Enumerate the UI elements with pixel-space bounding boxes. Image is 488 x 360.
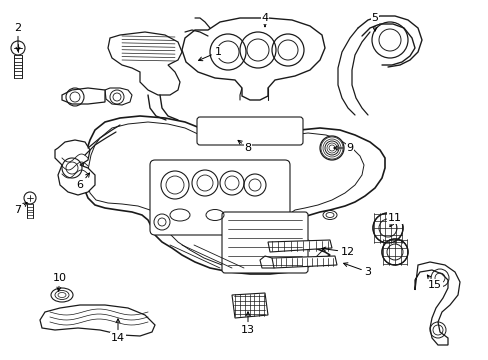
Text: 1: 1 (198, 47, 221, 61)
Polygon shape (414, 262, 459, 345)
Circle shape (381, 239, 407, 265)
Text: 2: 2 (15, 23, 21, 51)
Text: 7: 7 (15, 202, 27, 215)
Circle shape (319, 136, 343, 160)
Text: 12: 12 (321, 247, 354, 257)
Polygon shape (105, 88, 132, 105)
Text: 8: 8 (238, 140, 251, 153)
FancyBboxPatch shape (150, 160, 289, 235)
Text: 4: 4 (261, 13, 268, 27)
FancyBboxPatch shape (197, 117, 303, 145)
Polygon shape (271, 256, 336, 268)
Text: 15: 15 (427, 275, 441, 290)
Polygon shape (231, 293, 267, 318)
Polygon shape (82, 116, 384, 274)
Text: 9: 9 (333, 143, 353, 153)
Text: 6: 6 (76, 173, 89, 190)
Text: 13: 13 (241, 312, 254, 335)
Text: 10: 10 (53, 273, 67, 291)
Ellipse shape (51, 288, 73, 302)
Circle shape (372, 213, 402, 243)
Polygon shape (55, 140, 95, 195)
Text: 11: 11 (387, 213, 401, 227)
Text: 3: 3 (343, 263, 371, 277)
Polygon shape (62, 88, 105, 104)
Polygon shape (40, 305, 155, 336)
Polygon shape (267, 240, 331, 252)
Text: 14: 14 (111, 319, 125, 343)
Text: 5: 5 (371, 13, 378, 31)
Polygon shape (182, 18, 325, 100)
Polygon shape (108, 32, 182, 95)
FancyBboxPatch shape (222, 212, 307, 273)
